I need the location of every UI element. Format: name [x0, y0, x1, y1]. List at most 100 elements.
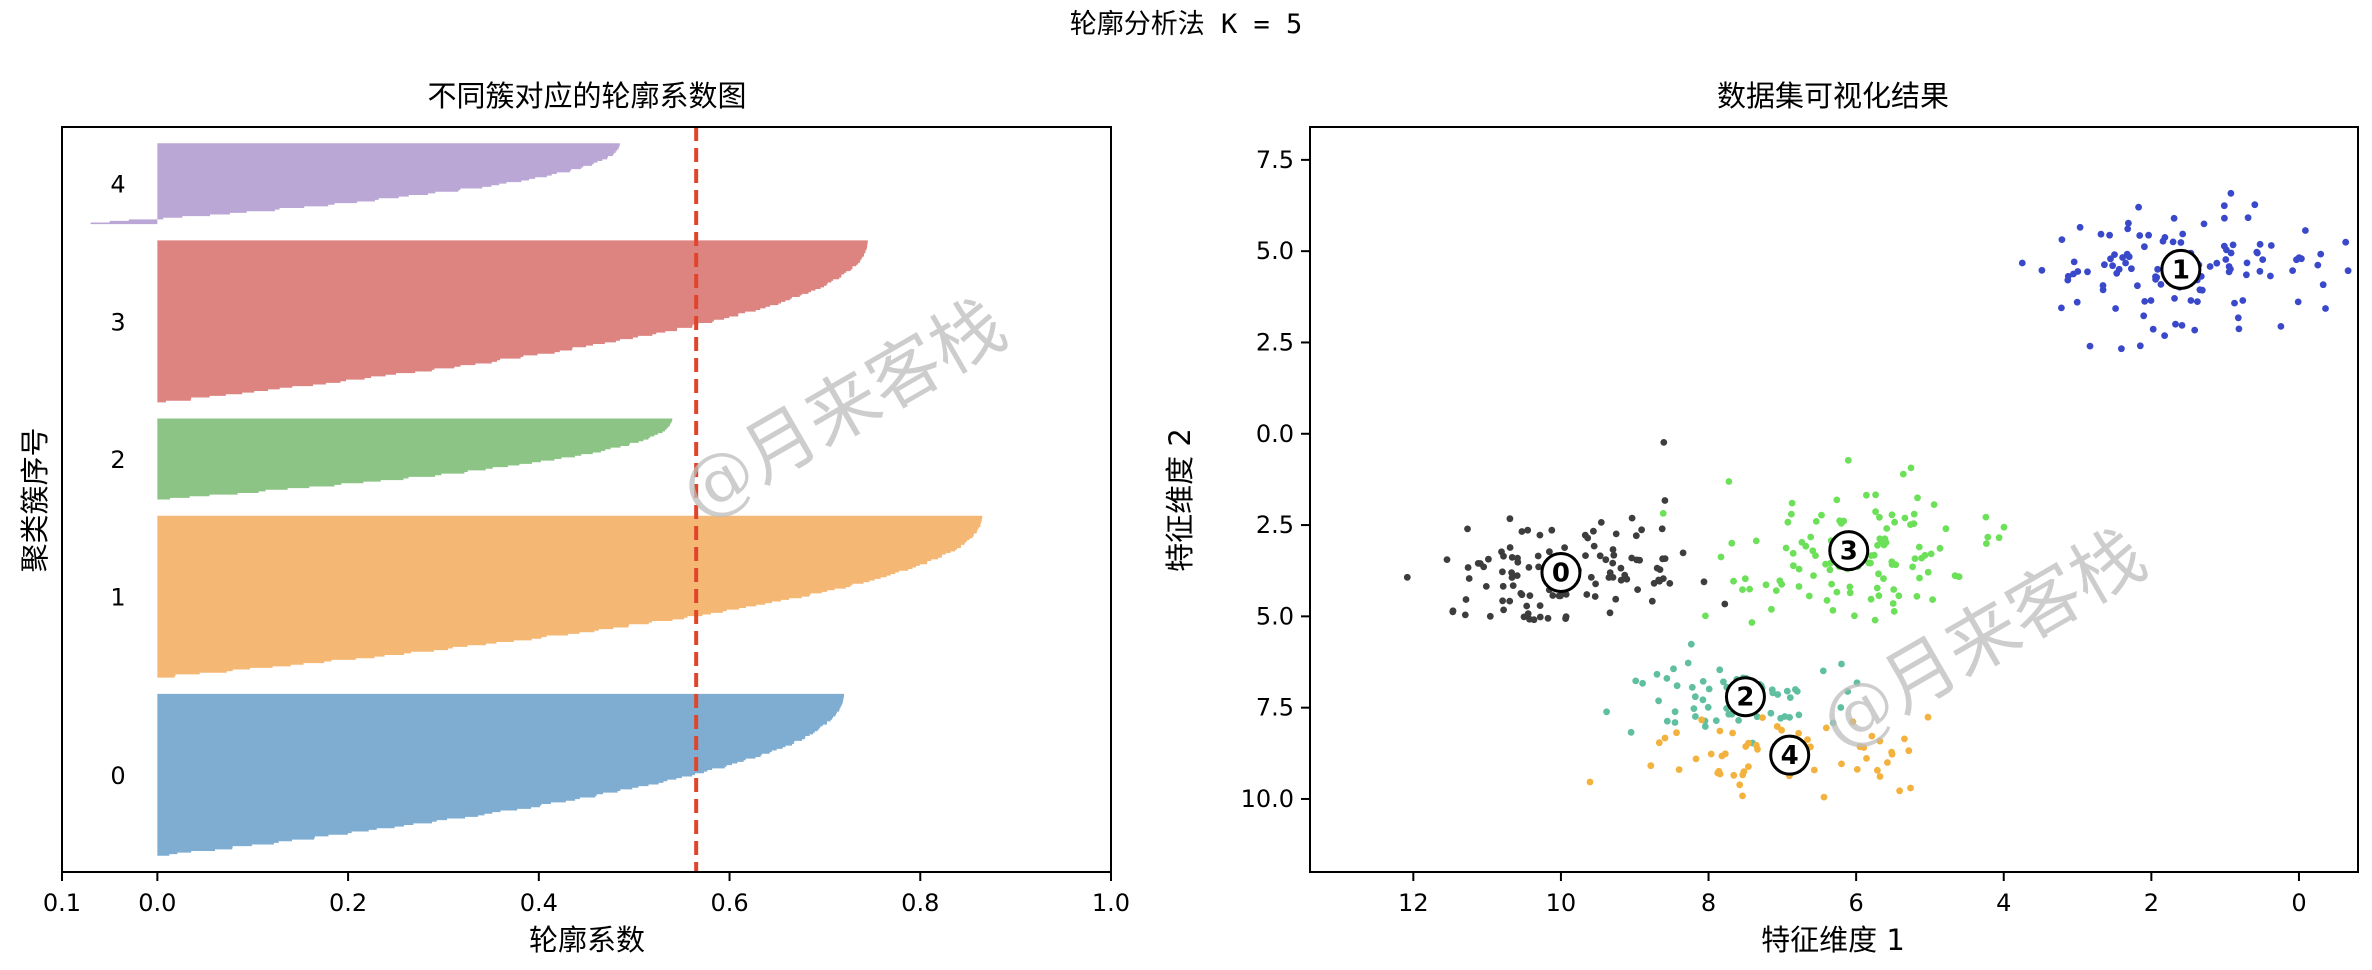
scatter-point-cluster-3 — [1909, 563, 1916, 571]
scatter-point-cluster-1 — [2344, 267, 2352, 275]
scatter-point-cluster-1 — [2086, 342, 2094, 350]
scatter-point-cluster-0 — [1509, 582, 1517, 589]
scatter-point-cluster-3 — [1924, 568, 1932, 576]
silhouette-bar-cluster-0 — [157, 693, 844, 856]
scatter-point-cluster-1 — [2152, 276, 2160, 283]
scatter-point-cluster-0 — [1582, 552, 1589, 559]
scatter-point-cluster-0 — [1591, 593, 1599, 600]
scatter-point-cluster-1 — [2084, 268, 2091, 276]
scatter-point-cluster-3 — [1795, 583, 1803, 590]
scatter-point-cluster-2 — [1671, 708, 1679, 716]
silhouette-y-axis-label: 聚类簇序号 — [18, 427, 52, 572]
scatter-point-cluster-1 — [2220, 202, 2228, 210]
x-tick-label: 0.4 — [520, 889, 558, 917]
scatter-point-cluster-1 — [2191, 326, 2199, 334]
scatter-point-cluster-1 — [2234, 314, 2242, 322]
scatter-point-cluster-1 — [2198, 286, 2206, 294]
scatter-point-cluster-3 — [1828, 580, 1835, 588]
scatter-point-cluster-1 — [2227, 189, 2235, 197]
scatter-point-cluster-1 — [2267, 242, 2275, 249]
silhouette-plot-frame — [61, 126, 1112, 873]
scatter-point-cluster-1 — [2256, 267, 2264, 275]
scatter-point-cluster-2 — [1653, 670, 1661, 678]
scatter-point-cluster-0 — [1612, 530, 1620, 538]
scatter-point-cluster-3 — [1899, 470, 1907, 478]
scatter-point-cluster-2 — [1670, 665, 1677, 673]
scatter-point-cluster-1 — [2140, 312, 2148, 320]
scatter-point-cluster-4 — [1745, 739, 1752, 747]
scatter-point-cluster-2 — [1632, 677, 1640, 685]
scatter-point-cluster-0 — [1549, 592, 1557, 599]
scatter-point-cluster-3 — [1846, 583, 1854, 591]
scatter-point-cluster-0 — [1592, 580, 1599, 588]
scatter-point-cluster-3 — [1659, 510, 1667, 517]
scatter-point-cluster-0 — [1513, 572, 1521, 579]
scatter-point-cluster-3 — [1788, 510, 1795, 518]
scatter-point-cluster-0 — [1661, 497, 1669, 504]
scatter-point-cluster-3 — [1748, 619, 1756, 626]
scatter-point-cluster-1 — [2122, 259, 2130, 267]
scatter-point-cluster-0 — [1548, 526, 1556, 534]
scatter-point-cluster-3 — [1915, 543, 1923, 551]
scatter-point-cluster-0 — [1632, 532, 1640, 540]
scatter-point-cluster-1 — [2141, 243, 2148, 251]
scatter-point-cluster-1 — [2298, 255, 2305, 263]
scatter-point-cluster-1 — [2134, 282, 2141, 290]
scatter-point-cluster-1 — [2267, 272, 2274, 280]
scatter-point-cluster-0 — [1602, 556, 1610, 564]
scatter-point-cluster-1 — [2289, 267, 2297, 274]
scatter-point-cluster-1 — [2243, 259, 2251, 267]
scatter-point-cluster-1 — [2172, 320, 2179, 328]
scatter-point-cluster-1 — [2136, 342, 2144, 350]
scatter-point-cluster-0 — [1536, 602, 1544, 609]
scatter-point-cluster-3 — [1983, 540, 1990, 547]
scatter-point-cluster-1 — [2170, 214, 2178, 222]
scatter-point-cluster-0 — [1506, 515, 1514, 523]
scatter-point-cluster-2 — [1712, 717, 1720, 724]
scatter-point-cluster-4 — [1759, 714, 1766, 721]
cluster-center-label: 1 — [2172, 255, 2190, 285]
scatter-point-cluster-3 — [1889, 600, 1897, 607]
x-tick-label: 0.8 — [901, 889, 939, 917]
silhouette-x-axis-label: 轮廓系数 — [529, 923, 645, 957]
scatter-point-cluster-1 — [2124, 225, 2132, 233]
scatter-point-cluster-4 — [1860, 744, 1868, 751]
scatter-point-cluster-3 — [1829, 607, 1837, 614]
scatter-point-cluster-4 — [1907, 784, 1914, 792]
scatter-point-cluster-0 — [1557, 592, 1564, 600]
silhouette-cluster-label: 1 — [110, 584, 125, 612]
y-tick-label: 7.5 — [1256, 694, 1294, 722]
scatter-point-cluster-3 — [1883, 525, 1891, 532]
scatter-point-cluster-1 — [2243, 271, 2250, 279]
scatter-point-cluster-1 — [2194, 298, 2201, 305]
scatter-point-cluster-2 — [1819, 667, 1827, 675]
scatter-point-cluster-4 — [1740, 768, 1748, 775]
cluster-center-marker — [1724, 676, 1766, 718]
scatter-point-cluster-1 — [2141, 298, 2149, 305]
silhouette-cluster-label: 3 — [110, 308, 125, 336]
scatter-point-cluster-2 — [1853, 679, 1861, 687]
scatter-point-cluster-3 — [1739, 586, 1746, 593]
silhouette-chart-title: 不同簇对应的轮廓系数图 — [427, 79, 746, 113]
scatter-x-ticks: 12 10 8 6 4 2 0 — [1398, 872, 2307, 917]
scatter-point-cluster-3 — [1851, 612, 1858, 620]
scatter-point-cluster-0 — [1500, 606, 1507, 614]
cluster-center-0: 0 — [1540, 552, 1582, 594]
x-tick-label: 0.2 — [329, 889, 367, 917]
scatter-point-cluster-3 — [1913, 593, 1921, 600]
x-tick-label: 0 — [2291, 889, 2306, 917]
scatter-point-cluster-4 — [1655, 739, 1663, 747]
silhouette-bar-cluster-2 — [157, 418, 673, 500]
scatter-point-cluster-4 — [1707, 750, 1715, 758]
x-tick-label: 0.1 — [43, 889, 81, 917]
scatter-point-cluster-0 — [1700, 578, 1708, 586]
scatter-point-cluster-4 — [1795, 729, 1802, 737]
scatter-point-cluster-1 — [2294, 298, 2302, 306]
scatter-point-cluster-1 — [2221, 214, 2228, 222]
scatter-point-cluster-3 — [1871, 616, 1879, 624]
scatter-point-cluster-1 — [2119, 254, 2127, 261]
y-tick-label: 0.0 — [1256, 420, 1294, 448]
scatter-point-cluster-0 — [1514, 554, 1521, 562]
cluster-center-label: 0 — [1552, 559, 1570, 589]
